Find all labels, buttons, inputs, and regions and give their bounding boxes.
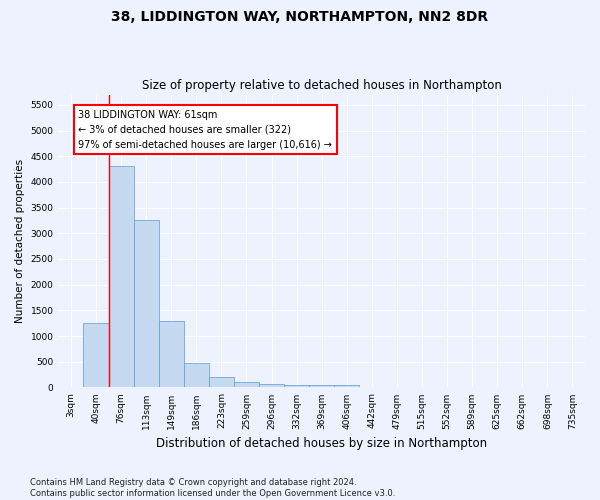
X-axis label: Distribution of detached houses by size in Northampton: Distribution of detached houses by size … (156, 437, 487, 450)
Text: 38 LIDDINGTON WAY: 61sqm
← 3% of detached houses are smaller (322)
97% of semi-d: 38 LIDDINGTON WAY: 61sqm ← 3% of detache… (79, 110, 332, 150)
Bar (284, 384, 309, 388)
Bar (109, 166, 134, 388)
Bar (134, 220, 159, 388)
Title: Size of property relative to detached houses in Northampton: Size of property relative to detached ho… (142, 79, 502, 92)
Bar (209, 376, 234, 388)
Text: 38, LIDDINGTON WAY, NORTHAMPTON, NN2 8DR: 38, LIDDINGTON WAY, NORTHAMPTON, NN2 8DR (112, 10, 488, 24)
Text: Contains HM Land Registry data © Crown copyright and database right 2024.
Contai: Contains HM Land Registry data © Crown c… (30, 478, 395, 498)
Bar (159, 320, 184, 388)
Bar (83, 323, 109, 388)
Y-axis label: Number of detached properties: Number of detached properties (15, 159, 25, 323)
Bar (234, 382, 259, 388)
Bar (259, 384, 284, 388)
Bar (309, 385, 334, 388)
Bar (334, 385, 359, 388)
Bar (184, 363, 209, 388)
